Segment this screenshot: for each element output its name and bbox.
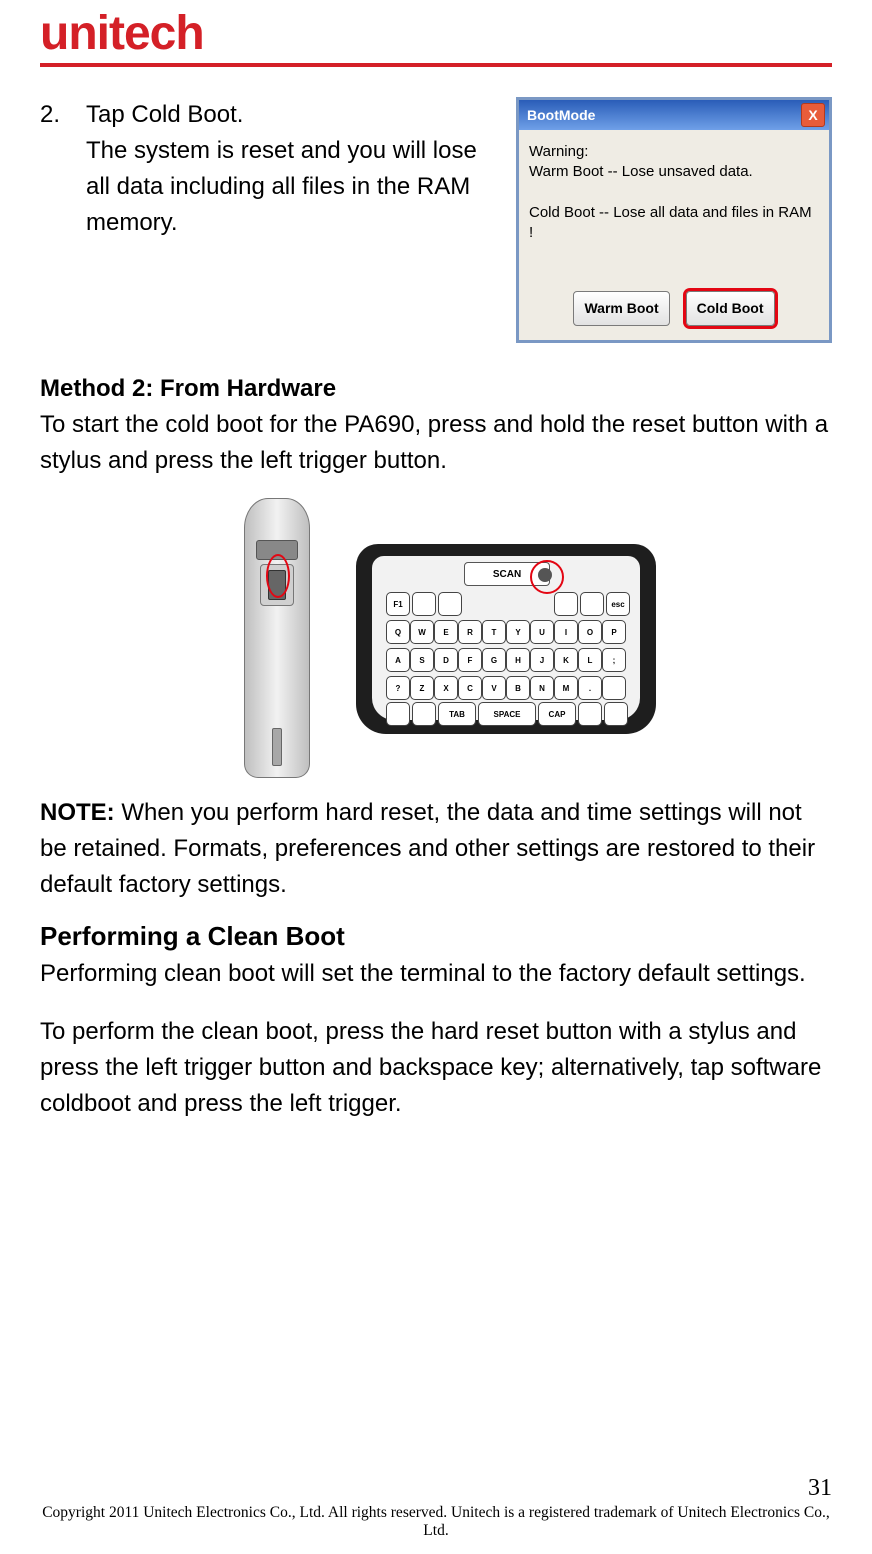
clean-p1: Performing clean boot will set the termi…	[40, 960, 806, 987]
key-p: P	[602, 620, 626, 644]
dialog-line3: Cold Boot -- Lose all data and files in …	[529, 204, 812, 241]
trigger-highlight-circle	[266, 554, 290, 598]
reset-highlight-circle	[530, 560, 564, 594]
warm-boot-button[interactable]: Warm Boot	[573, 291, 669, 326]
dialog-titlebar: BootMode X	[519, 100, 829, 130]
key-x: X	[434, 676, 458, 700]
key-y: Y	[506, 620, 530, 644]
key-r1-5	[554, 592, 578, 616]
key-n: N	[530, 676, 554, 700]
key-q: Q	[386, 620, 410, 644]
close-icon[interactable]: X	[801, 103, 825, 127]
key-cap: CAP	[538, 702, 576, 726]
note-block: NOTE: When you perform hard reset, the d…	[40, 795, 832, 903]
key-r5-5	[578, 702, 602, 726]
clean-p2-block: To perform the clean boot, press the har…	[40, 1014, 832, 1122]
header-rule	[40, 63, 832, 67]
page-number: 31	[40, 1475, 832, 1502]
logo-text: unitech	[40, 7, 204, 60]
key-space: SPACE	[478, 702, 536, 726]
method2-block: Method 2: From Hardware To start the col…	[40, 371, 832, 479]
key-f: F	[458, 648, 482, 672]
dialog-line1: Warning:	[529, 143, 588, 160]
key-r1-6	[580, 592, 604, 616]
key-f1: F1	[386, 592, 410, 616]
clean-heading: Performing a Clean Boot	[40, 921, 345, 951]
key-m: M	[554, 676, 578, 700]
method2-heading: Method 2: From Hardware	[40, 375, 336, 402]
key-o: O	[578, 620, 602, 644]
key-i: I	[554, 620, 578, 644]
dialog-buttons: Warm Boot Cold Boot	[519, 283, 829, 340]
key-r5-0	[386, 702, 410, 726]
key-b: B	[506, 676, 530, 700]
dialog-body: Warning: Warm Boot -- Lose unsaved data.…	[519, 130, 829, 283]
note-body: When you perform hard reset, the data an…	[40, 799, 815, 898]
key-a: A	[386, 648, 410, 672]
clean-p2: To perform the clean boot, press the har…	[40, 1018, 821, 1117]
footer: 31 Copyright 2011 Unitech Electronics Co…	[40, 1475, 832, 1540]
key-w: W	[410, 620, 434, 644]
key-l: L	[578, 648, 602, 672]
method2-body: To start the cold boot for the PA690, pr…	[40, 411, 828, 474]
key-q4-0: ?	[386, 676, 410, 700]
key-tab: TAB	[438, 702, 476, 726]
key-r1-1	[412, 592, 436, 616]
step-text: Tap Cold Boot. The system is reset and y…	[86, 97, 498, 241]
clean-boot-block: Performing a Clean Boot Performing clean…	[40, 917, 832, 992]
key-c: C	[458, 676, 482, 700]
key-h: H	[506, 648, 530, 672]
page: unitech 2. Tap Cold Boot. The system is …	[0, 0, 872, 1554]
copyright-text: Copyright 2011 Unitech Electronics Co., …	[40, 1504, 832, 1540]
dialog-line2: Warm Boot -- Lose unsaved data.	[529, 163, 753, 180]
key-semicolon: ;	[602, 648, 626, 672]
step-2-row: 2. Tap Cold Boot. The system is reset an…	[40, 97, 832, 343]
header: unitech	[40, 0, 832, 61]
key-z: Z	[410, 676, 434, 700]
cold-boot-button[interactable]: Cold Boot	[686, 291, 775, 326]
key-r5-1	[412, 702, 436, 726]
note-label: NOTE:	[40, 799, 115, 826]
step-title: Tap Cold Boot.	[86, 101, 243, 128]
device-slot	[272, 728, 282, 766]
key-s: S	[410, 648, 434, 672]
key-k: K	[554, 648, 578, 672]
key-u: U	[530, 620, 554, 644]
key-r4-9	[602, 676, 626, 700]
key-esc: esc	[606, 592, 630, 616]
device-side-illustration	[216, 494, 336, 784]
key-v: V	[482, 676, 506, 700]
key-j: J	[530, 648, 554, 672]
dialog-title: BootMode	[527, 105, 595, 126]
keypad-illustration: SCAN F1 esc Q W E R T Y U I O P A S D F	[356, 544, 656, 734]
key-g: G	[482, 648, 506, 672]
key-r: R	[458, 620, 482, 644]
bootmode-dialog: BootMode X Warning: Warm Boot -- Lose un…	[516, 97, 832, 343]
hardware-images: SCAN F1 esc Q W E R T Y U I O P A S D F	[40, 489, 832, 789]
key-e: E	[434, 620, 458, 644]
key-d: D	[434, 648, 458, 672]
key-t: T	[482, 620, 506, 644]
key-r1-2	[438, 592, 462, 616]
step-body: The system is reset and you will lose al…	[86, 137, 477, 236]
step-number: 2.	[40, 97, 68, 133]
key-r5-6	[604, 702, 628, 726]
key-dot: .	[578, 676, 602, 700]
